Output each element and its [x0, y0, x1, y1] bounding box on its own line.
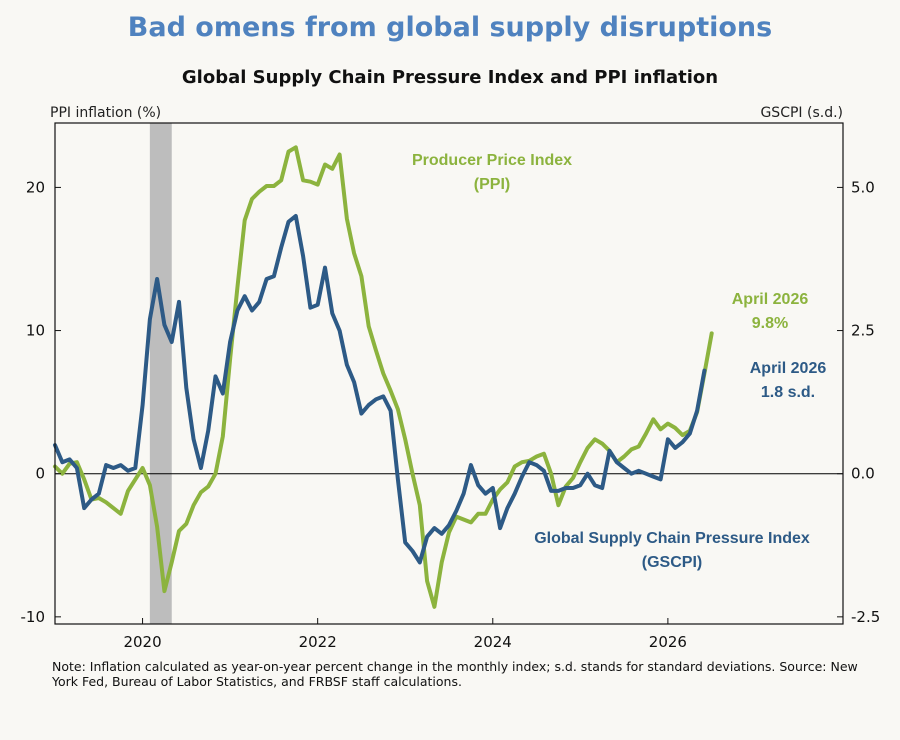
- chart-subtitle: Global Supply Chain Pressure Index and P…: [181, 67, 719, 88]
- recession-shading: [149, 123, 172, 624]
- right-axis-tick-label: -2.5: [851, 608, 880, 626]
- x-axis-tick-label: 2020: [123, 633, 161, 651]
- x-axis-tick-label: 2026: [649, 633, 687, 651]
- ppi-latest-value-label: 9.8%: [752, 315, 788, 332]
- ppi-series-line: [53, 145, 714, 609]
- right-axis-tick-label: 0.0: [851, 465, 875, 483]
- chart-note: Note: Inflation calculated as year-on-ye…: [52, 659, 858, 689]
- left-axis-tick-label: -10: [21, 608, 46, 626]
- ppi-series-label: Producer Price Index: [412, 152, 572, 169]
- gscpi-series-label-abbrev: (GSCPI): [642, 554, 702, 571]
- left-axis-label: PPI inflation (%): [50, 105, 161, 121]
- ppi-series-label-abbrev: (PPI): [474, 176, 510, 193]
- left-axis-tick-label: 20: [26, 178, 45, 196]
- plot-frame: [54, 122, 844, 625]
- ppi-latest-date-label: April 2026: [732, 291, 809, 308]
- tick-layer: 20 10 0 -10 5.0 2.5 0.0 -2.5 2020 2022 2024 2026: [21, 178, 881, 651]
- recession-shading-layer: [149, 123, 172, 624]
- gscpi-latest-value-label: 1.8 s.d.: [761, 384, 815, 401]
- right-axis-tick-label: 5.0: [851, 178, 875, 196]
- series-lines-layer: [53, 145, 714, 609]
- plot-frame-layer: [54, 122, 844, 625]
- gscpi-series-label: Global Supply Chain Pressure Index: [534, 530, 810, 547]
- gscpi-latest-date-label: April 2026: [750, 360, 827, 377]
- right-axis-label: GSCPI (s.d.): [760, 105, 843, 121]
- gscpi-series-line: [53, 214, 707, 565]
- chart-title: Bad omens from global supply disruptions: [127, 12, 773, 43]
- x-axis-tick-label: 2024: [474, 633, 512, 651]
- x-axis-tick-label: 2022: [299, 633, 337, 651]
- right-axis-tick-label: 2.5: [851, 322, 875, 340]
- left-axis-tick-label: 10: [26, 322, 45, 340]
- left-axis-tick-label: 0: [35, 465, 45, 483]
